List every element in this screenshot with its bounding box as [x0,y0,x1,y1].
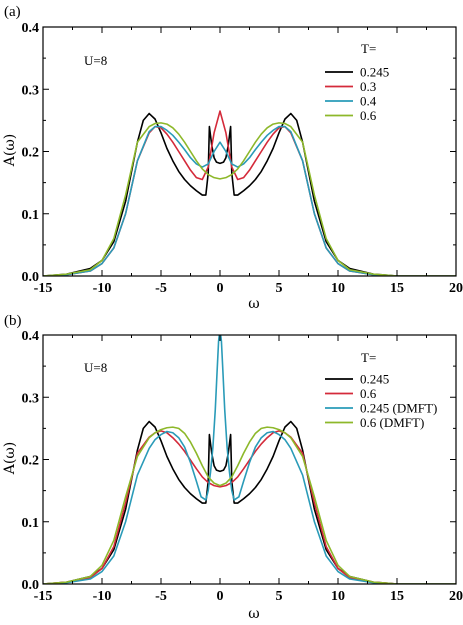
plot-area-b: -15 -10 -5 0 5 10 15 200.00.10.20.30.40.2450.60… [22,329,463,604]
y-tick-label-a-0: 0.0 [22,270,40,285]
annotation-u-a: U=8 [84,53,107,68]
legend-label-a-3: 0.6 [360,108,377,123]
legend-label-b-2: 0.245 (DMFT) [360,401,437,416]
legend-label-b-0: 0.245 [360,372,389,387]
legend-title-b: T= [361,350,376,365]
series-line-a-3 [43,122,456,276]
x-tick-label-b-1: -10 [93,589,112,604]
panel-label-b: (b) [4,313,22,329]
y-tick-label-b-3: 0.3 [22,391,40,406]
series-line-b-0 [43,420,456,584]
x-tick-label-b-3: 0 [217,589,224,604]
series-line-b-1 [43,430,456,584]
legend-title-a: T= [361,41,376,56]
x-tick-label-b-5: 10 [331,589,345,604]
x-tick-label-b-2: -5 [155,589,167,604]
y-axis-title-a: A(ω) [2,134,18,167]
panel-b: (b) U=8 A(ω) ω T= -15 -10 -5 0 5 10 15 20 0.0 0.1… [2,313,463,622]
panel-a: (a) U=8 A(ω) ω T= -15 -10 -5 0 5 10 15 20 0.0 0.1… [2,4,463,312]
x-axis-title-b: ω [248,606,259,622]
y-tick-label-a-4: 0.4 [22,21,40,36]
legend-label-a-0: 0.245 [360,65,389,80]
y-tick-label-a-3: 0.3 [22,83,40,98]
legend-label-a-1: 0.3 [360,79,376,94]
x-tick-label-a-1: -10 [93,281,112,296]
legend-label-a-2: 0.4 [360,94,377,109]
y-axis-title-b: A(ω) [2,442,18,475]
y-tick-label-b-1: 0.1 [22,516,40,531]
legend-label-b-1: 0.6 [360,386,377,401]
y-tick-label-b-4: 0.4 [22,329,40,344]
x-tick-label-b-6: 15 [390,589,404,604]
x-axis-title-a: ω [248,296,259,312]
x-tick-label-b-0: -15 [34,589,53,604]
x-tick-label-a-4: 5 [276,281,283,296]
x-tick-label-a-7: 20 [449,281,463,296]
series-line-a-0 [43,112,456,276]
series-line-b-3 [43,426,456,584]
x-tick-label-a-0: -15 [34,281,53,296]
x-tick-label-a-5: 10 [331,281,345,296]
series-line-a-2 [43,125,456,276]
y-tick-label-b-0: 0.0 [22,578,40,593]
x-tick-label-b-4: 5 [276,589,283,604]
y-tick-label-a-2: 0.2 [22,146,40,161]
x-tick-label-a-2: -5 [155,281,167,296]
legend-label-b-3: 0.6 (DMFT) [360,415,424,430]
series-line-a-1 [43,110,456,276]
y-tick-label-b-2: 0.2 [22,454,40,469]
x-tick-label-b-7: 20 [449,589,463,604]
plot-area-a: -15 -10 -5 0 5 10 15 200.00.10.20.30.40.2450.30… [22,21,463,296]
y-tick-label-a-1: 0.1 [22,208,40,223]
series-line-b-2 [43,335,456,584]
annotation-u-b: U=8 [84,360,107,375]
x-tick-label-a-6: 15 [390,281,404,296]
x-tick-label-a-3: 0 [217,281,224,296]
panel-label-a: (a) [4,4,21,20]
